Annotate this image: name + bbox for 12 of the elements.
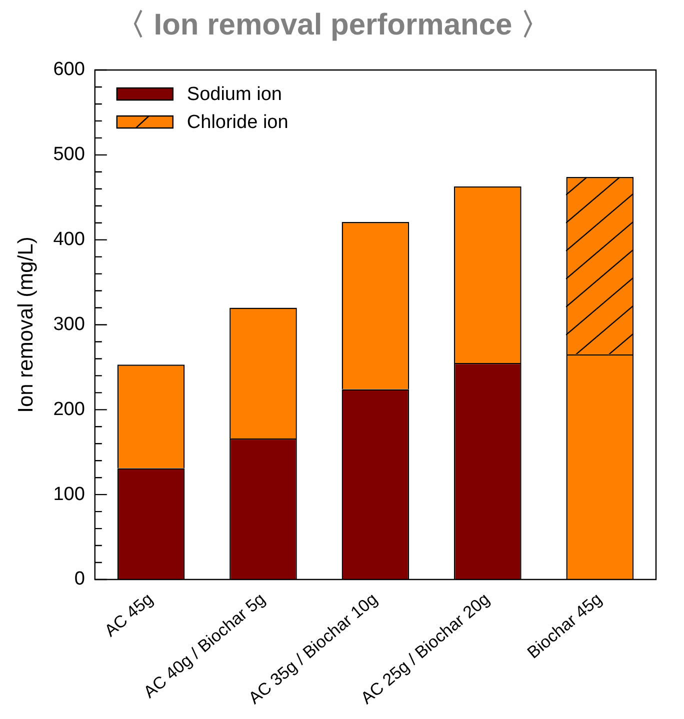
chart-title: 〈 Ion removal performance 〉: [115, 8, 551, 42]
y-tick-label: 400: [53, 229, 85, 250]
y-tick-label: 500: [53, 144, 85, 166]
y-axis-title: Ion removal (mg/L): [14, 236, 38, 413]
y-tick-label: 0: [74, 568, 85, 590]
y-tick-label: 200: [53, 398, 85, 420]
x-tick-label: AC 45g: [100, 589, 157, 640]
legend-label: Sodium ion: [186, 84, 282, 106]
y-tick-label: 600: [53, 59, 85, 80]
y-tick-label: 100: [53, 484, 85, 505]
legend-label: Chloride ion: [186, 112, 288, 134]
y-tick-label: 300: [53, 314, 85, 335]
